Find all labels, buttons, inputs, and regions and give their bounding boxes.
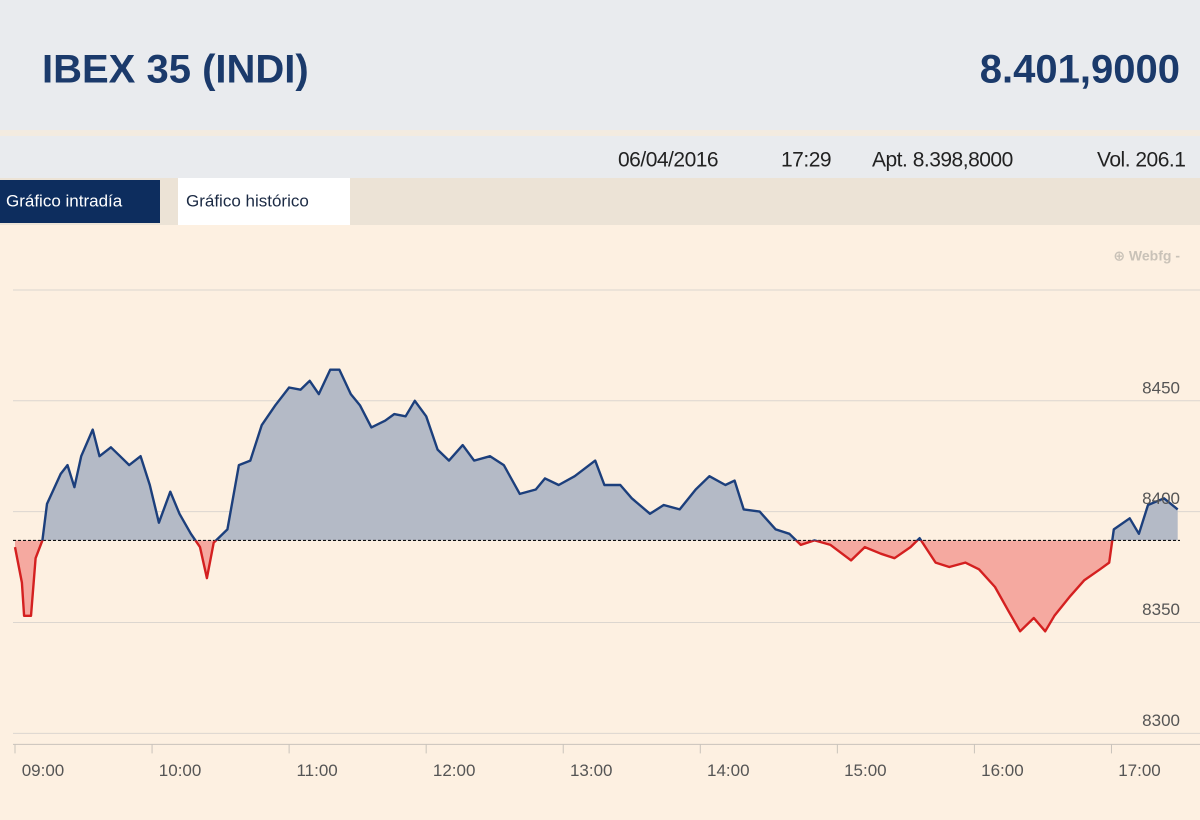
line-above: [41, 368, 1179, 541]
y-tick-label: 8450: [1142, 378, 1180, 397]
tab[interactable]: [178, 178, 350, 225]
watermark: ⊕ Webfg -: [1113, 248, 1180, 264]
x-tick-label: 17:00: [1118, 761, 1161, 780]
x-tick-label: 12:00: [433, 761, 476, 780]
header-divider: [0, 130, 1200, 136]
info-time: 17:29: [781, 149, 831, 172]
info-volume: Vol. 206.1: [1097, 149, 1185, 172]
area-above: [15, 369, 1178, 541]
y-tick-label: 8400: [1142, 489, 1180, 508]
x-tick-label: 14:00: [707, 761, 750, 780]
x-tick-label: 15:00: [844, 761, 887, 780]
x-tick-label: 13:00: [570, 761, 613, 780]
x-tick-label: 11:00: [296, 761, 337, 780]
line-below: [13, 540, 1114, 633]
info-date: 06/04/2016: [618, 149, 718, 172]
tab-label[interactable]: Gráfico intradía: [6, 191, 123, 210]
index-title: IBEX 35 (INDI): [42, 48, 309, 92]
x-tick-label: 10:00: [159, 761, 202, 780]
info-open: Apt. 8.398,8000: [872, 149, 1013, 172]
x-tick-label: 09:00: [22, 761, 65, 780]
y-tick-label: 8350: [1142, 600, 1180, 619]
info-bar: [0, 136, 1200, 178]
y-tick-label: 8300: [1142, 711, 1180, 730]
index-price: 8.401,9000: [980, 48, 1180, 92]
x-tick-label: 16:00: [981, 761, 1024, 780]
header-bar: [0, 0, 1200, 130]
tab-active[interactable]: [0, 180, 160, 223]
area-below: [15, 540, 1113, 632]
tab-label[interactable]: Gráfico histórico: [186, 191, 309, 210]
